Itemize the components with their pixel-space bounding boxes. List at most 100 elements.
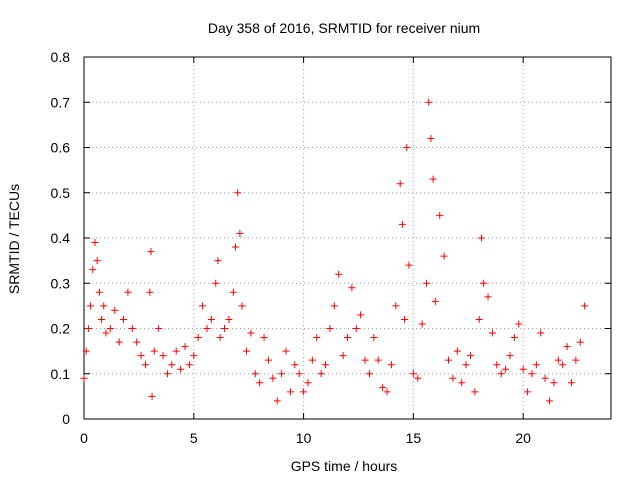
data-point	[537, 329, 545, 337]
x-tick-label: 10	[296, 430, 312, 446]
data-point	[102, 329, 110, 337]
data-point	[304, 379, 312, 387]
data-point	[80, 374, 88, 382]
x-tick-label: 15	[406, 430, 422, 446]
data-point	[251, 370, 259, 378]
data-point	[137, 352, 145, 360]
data-point	[155, 325, 163, 332]
data-point	[286, 388, 294, 396]
data-point	[506, 352, 514, 360]
data-point	[403, 144, 411, 151]
data-point	[423, 279, 431, 287]
data-point	[440, 252, 448, 260]
data-point	[335, 270, 343, 278]
data-point	[348, 284, 356, 292]
data-point	[203, 325, 211, 332]
data-point	[493, 361, 501, 369]
data-point	[480, 279, 488, 287]
data-point	[502, 365, 510, 373]
data-point	[425, 98, 433, 106]
data-point	[519, 365, 527, 373]
x-tick-label: 0	[80, 430, 88, 446]
data-point	[554, 356, 562, 364]
x-axis-label: GPS time / hours	[291, 458, 398, 474]
data-point	[392, 302, 400, 310]
data-point	[177, 365, 185, 373]
grid-lines	[83, 56, 611, 420]
data-point	[216, 334, 224, 342]
data-point	[141, 361, 149, 369]
data-point	[111, 306, 119, 314]
data-point	[361, 356, 369, 364]
data-point	[242, 347, 250, 355]
data-point	[260, 334, 268, 342]
data-point	[510, 334, 518, 342]
data-point	[352, 325, 360, 332]
data-point	[278, 370, 286, 378]
data-point	[282, 347, 290, 355]
data-point	[82, 347, 90, 355]
data-point	[581, 302, 589, 310]
data-point	[326, 325, 334, 332]
y-tick-label: 0.7	[51, 94, 71, 110]
y-tick-label: 0.1	[51, 366, 71, 382]
data-point	[115, 338, 123, 346]
data-point	[295, 370, 303, 378]
data-point	[387, 361, 395, 369]
data-point	[484, 293, 492, 301]
data-point	[225, 315, 233, 323]
data-point	[379, 383, 387, 391]
data-point	[401, 315, 409, 323]
x-tick-label: 5	[190, 430, 198, 446]
data-points	[80, 98, 589, 405]
data-point	[147, 248, 155, 256]
data-point	[497, 370, 505, 378]
data-point	[453, 347, 461, 355]
data-point	[234, 189, 242, 197]
data-point	[148, 392, 156, 400]
data-point	[429, 175, 437, 183]
data-point	[100, 302, 108, 310]
data-point	[559, 361, 567, 369]
data-point	[91, 239, 99, 247]
data-point	[190, 352, 198, 360]
data-point	[128, 325, 136, 332]
data-point	[546, 397, 554, 405]
y-tick-label: 0.8	[51, 49, 71, 65]
data-point	[181, 343, 189, 351]
data-point	[207, 315, 215, 323]
data-point	[330, 302, 338, 310]
y-axis-label: SRMTID / TECUs	[6, 184, 22, 294]
data-point	[515, 320, 523, 328]
data-point	[567, 379, 575, 387]
data-point	[273, 397, 281, 405]
data-point	[124, 288, 132, 296]
x-tick-label: 20	[515, 430, 531, 446]
y-tick-label: 0.6	[51, 140, 71, 156]
y-tick-label: 0	[62, 411, 70, 427]
data-point	[98, 315, 106, 323]
data-point	[477, 234, 485, 242]
data-point	[475, 315, 483, 323]
data-point	[431, 297, 439, 305]
data-point	[120, 315, 128, 323]
data-point	[339, 352, 347, 360]
y-tick-label: 0.4	[51, 230, 71, 246]
data-point	[159, 352, 167, 360]
data-point	[528, 370, 536, 378]
data-point	[322, 361, 330, 369]
data-point	[308, 356, 316, 364]
axis-ticks	[83, 56, 611, 420]
data-point	[436, 211, 444, 219]
data-point	[236, 229, 244, 237]
data-point	[396, 180, 404, 188]
y-tick-labels: 0 0.1 0.2 0.3 0.4 0.5 0.6 0.7 0.8	[51, 49, 71, 427]
data-point	[133, 338, 141, 346]
data-point	[106, 325, 114, 332]
data-point	[357, 311, 365, 319]
data-point	[344, 334, 351, 342]
data-point	[84, 325, 92, 332]
data-point	[488, 329, 496, 337]
data-point	[365, 370, 373, 378]
data-point	[256, 379, 264, 387]
